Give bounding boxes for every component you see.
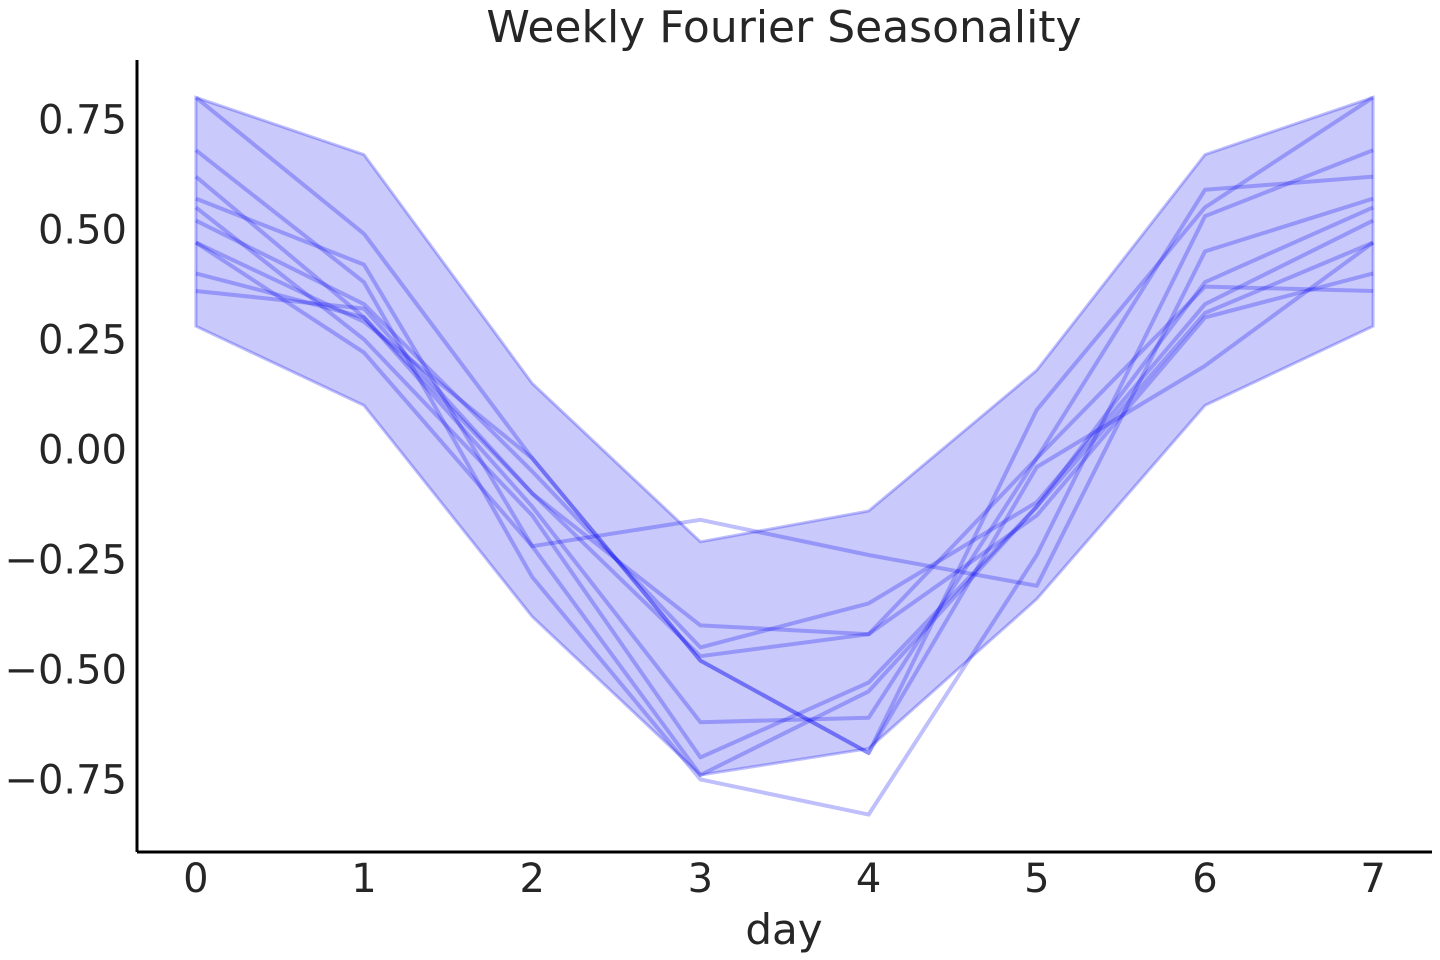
- y-tick-label: −0.75: [4, 757, 127, 803]
- y-tick-label: 0.50: [38, 207, 127, 253]
- x-tick-labels-group: 0 1 2 3 4 5 6 7: [183, 856, 1386, 902]
- x-tick-label: 6: [1192, 856, 1217, 902]
- x-tick-label: 5: [1024, 856, 1049, 902]
- series-line-3: [194, 174, 1374, 725]
- x-axis-label: day: [745, 905, 822, 954]
- y-tick-labels-group: 0.75 0.50 0.25 0.00 −0.25 −0.50 −0.75: [4, 97, 127, 803]
- x-tick-label: 2: [519, 856, 544, 902]
- y-tick-label: 0.75: [38, 97, 127, 143]
- y-tick-label: −0.50: [4, 647, 127, 693]
- x-tick-label: 1: [351, 856, 376, 902]
- y-tick-label: 0.25: [38, 317, 127, 363]
- y-tick-label: −0.25: [4, 537, 127, 583]
- chart-title: Weekly Fourier Seasonality: [486, 2, 1081, 53]
- series-line-8: [195, 271, 1374, 637]
- x-tick-label: 4: [856, 856, 881, 902]
- x-tick-label: 7: [1360, 856, 1385, 902]
- series-line-4: [195, 196, 1374, 588]
- y-tick-label: 0.00: [38, 427, 127, 473]
- series-line-1: [194, 95, 1375, 755]
- series-line-7: [195, 240, 1375, 755]
- series-line-6: [195, 218, 1374, 650]
- series-line-9: [195, 284, 1374, 659]
- series-line-10: [194, 240, 1374, 777]
- uncertainty-band-group: [194, 95, 1375, 777]
- x-tick-label: 0: [183, 856, 208, 902]
- uncertainty-band: [194, 95, 1375, 777]
- x-tick-label: 3: [688, 856, 713, 902]
- series-line-5: [194, 205, 1374, 760]
- series-line-2: [194, 148, 1374, 817]
- series-lines-group: [194, 95, 1375, 817]
